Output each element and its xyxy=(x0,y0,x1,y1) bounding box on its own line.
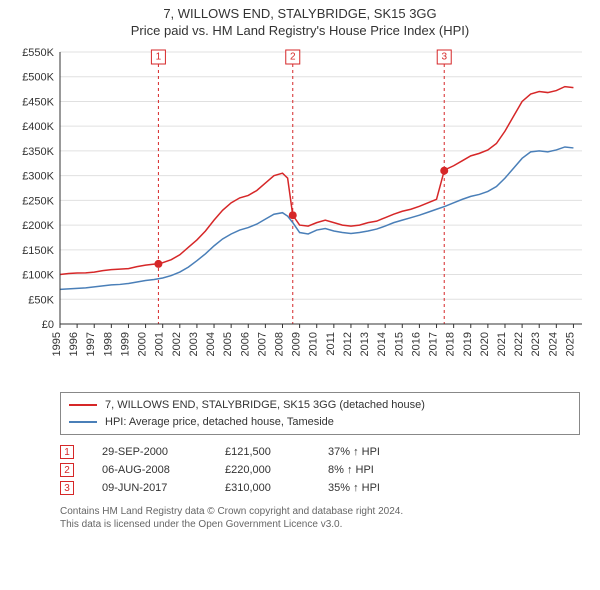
line-chart-svg: £0 £50K £100K £150K £200K £250K £300K £350K £400… xyxy=(10,44,590,384)
svg-text:2020: 2020 xyxy=(479,332,491,356)
title-line1: 7, WILLOWS END, STALYBRIDGE, SK15 3GG xyxy=(10,6,590,21)
tx-price-3: £310,000 xyxy=(225,482,300,494)
svg-text:2022: 2022 xyxy=(513,332,525,356)
svg-text:£200K: £200K xyxy=(22,220,54,232)
svg-text:1995: 1995 xyxy=(51,332,63,356)
tx-price-1: £121,500 xyxy=(225,446,300,458)
tx-pct-1: 37% ↑ HPI xyxy=(328,446,418,458)
svg-text:2021: 2021 xyxy=(496,332,508,356)
svg-text:2018: 2018 xyxy=(445,332,457,356)
legend-label-hpi: HPI: Average price, detached house, Tame… xyxy=(105,414,334,431)
tx-date-1: 29-SEP-2000 xyxy=(102,446,197,458)
tx-price-2: £220,000 xyxy=(225,464,300,476)
legend-row-hpi: HPI: Average price, detached house, Tame… xyxy=(69,414,571,431)
svg-text:2024: 2024 xyxy=(547,332,559,356)
legend-swatch-property xyxy=(69,404,97,406)
transactions-table: 1 29-SEP-2000 £121,500 37% ↑ HPI 2 06-AU… xyxy=(60,443,580,497)
svg-text:2010: 2010 xyxy=(308,332,320,356)
svg-text:2013: 2013 xyxy=(359,332,371,356)
svg-text:2023: 2023 xyxy=(530,332,542,356)
svg-text:£550K: £550K xyxy=(22,47,54,59)
svg-text:2015: 2015 xyxy=(393,332,405,356)
svg-text:2025: 2025 xyxy=(564,332,576,356)
svg-text:1998: 1998 xyxy=(102,332,114,356)
svg-text:£450K: £450K xyxy=(22,96,54,108)
svg-text:1: 1 xyxy=(156,52,162,63)
svg-text:2014: 2014 xyxy=(376,332,388,356)
table-row: 3 09-JUN-2017 £310,000 35% ↑ HPI xyxy=(60,479,580,497)
table-row: 1 29-SEP-2000 £121,500 37% ↑ HPI xyxy=(60,443,580,461)
svg-text:£250K: £250K xyxy=(22,195,54,207)
svg-text:2007: 2007 xyxy=(256,332,268,356)
svg-text:£350K: £350K xyxy=(22,146,54,158)
svg-text:2006: 2006 xyxy=(239,332,251,356)
svg-text:2011: 2011 xyxy=(325,332,337,356)
svg-text:2001: 2001 xyxy=(154,332,166,356)
svg-text:2008: 2008 xyxy=(273,332,285,356)
tx-pct-2: 8% ↑ HPI xyxy=(328,464,418,476)
svg-text:2016: 2016 xyxy=(410,332,422,356)
svg-text:2002: 2002 xyxy=(171,332,183,356)
svg-text:2019: 2019 xyxy=(462,332,474,356)
svg-text:2004: 2004 xyxy=(205,332,217,356)
svg-text:1997: 1997 xyxy=(85,332,97,356)
legend-swatch-hpi xyxy=(69,421,97,423)
svg-text:2012: 2012 xyxy=(342,332,354,356)
table-row: 2 06-AUG-2008 £220,000 8% ↑ HPI xyxy=(60,461,580,479)
svg-text:2017: 2017 xyxy=(428,332,440,356)
svg-text:£0: £0 xyxy=(42,319,54,331)
tx-marker-3: 3 xyxy=(60,481,74,495)
attribution-line1: Contains HM Land Registry data © Crown c… xyxy=(60,505,580,518)
attribution-line2: This data is licensed under the Open Gov… xyxy=(60,518,580,531)
svg-text:2003: 2003 xyxy=(188,332,200,356)
tx-pct-3: 35% ↑ HPI xyxy=(328,482,418,494)
tx-marker-1: 1 xyxy=(60,445,74,459)
svg-text:£100K: £100K xyxy=(22,270,54,282)
svg-text:1999: 1999 xyxy=(119,332,131,356)
svg-text:2009: 2009 xyxy=(291,332,303,356)
svg-text:£300K: £300K xyxy=(22,171,54,183)
svg-text:£500K: £500K xyxy=(22,72,54,84)
legend-row-property: 7, WILLOWS END, STALYBRIDGE, SK15 3GG (d… xyxy=(69,397,571,414)
legend-box: 7, WILLOWS END, STALYBRIDGE, SK15 3GG (d… xyxy=(60,392,580,435)
svg-text:£50K: £50K xyxy=(28,294,54,306)
chart-area: £0 £50K £100K £150K £200K £250K £300K £350K £400… xyxy=(10,44,590,384)
legend-label-property: 7, WILLOWS END, STALYBRIDGE, SK15 3GG (d… xyxy=(105,397,425,414)
svg-text:£150K: £150K xyxy=(22,245,54,257)
tx-date-2: 06-AUG-2008 xyxy=(102,464,197,476)
chart-title-block: 7, WILLOWS END, STALYBRIDGE, SK15 3GG Pr… xyxy=(0,0,600,40)
title-line2: Price paid vs. HM Land Registry's House … xyxy=(10,23,590,38)
attribution-block: Contains HM Land Registry data © Crown c… xyxy=(60,505,580,531)
svg-text:2: 2 xyxy=(290,52,296,63)
svg-text:1996: 1996 xyxy=(68,332,80,356)
svg-text:2005: 2005 xyxy=(222,332,234,356)
svg-text:3: 3 xyxy=(441,52,447,63)
svg-text:2000: 2000 xyxy=(137,332,149,356)
tx-date-3: 09-JUN-2017 xyxy=(102,482,197,494)
svg-text:£400K: £400K xyxy=(22,121,54,133)
tx-marker-2: 2 xyxy=(60,463,74,477)
